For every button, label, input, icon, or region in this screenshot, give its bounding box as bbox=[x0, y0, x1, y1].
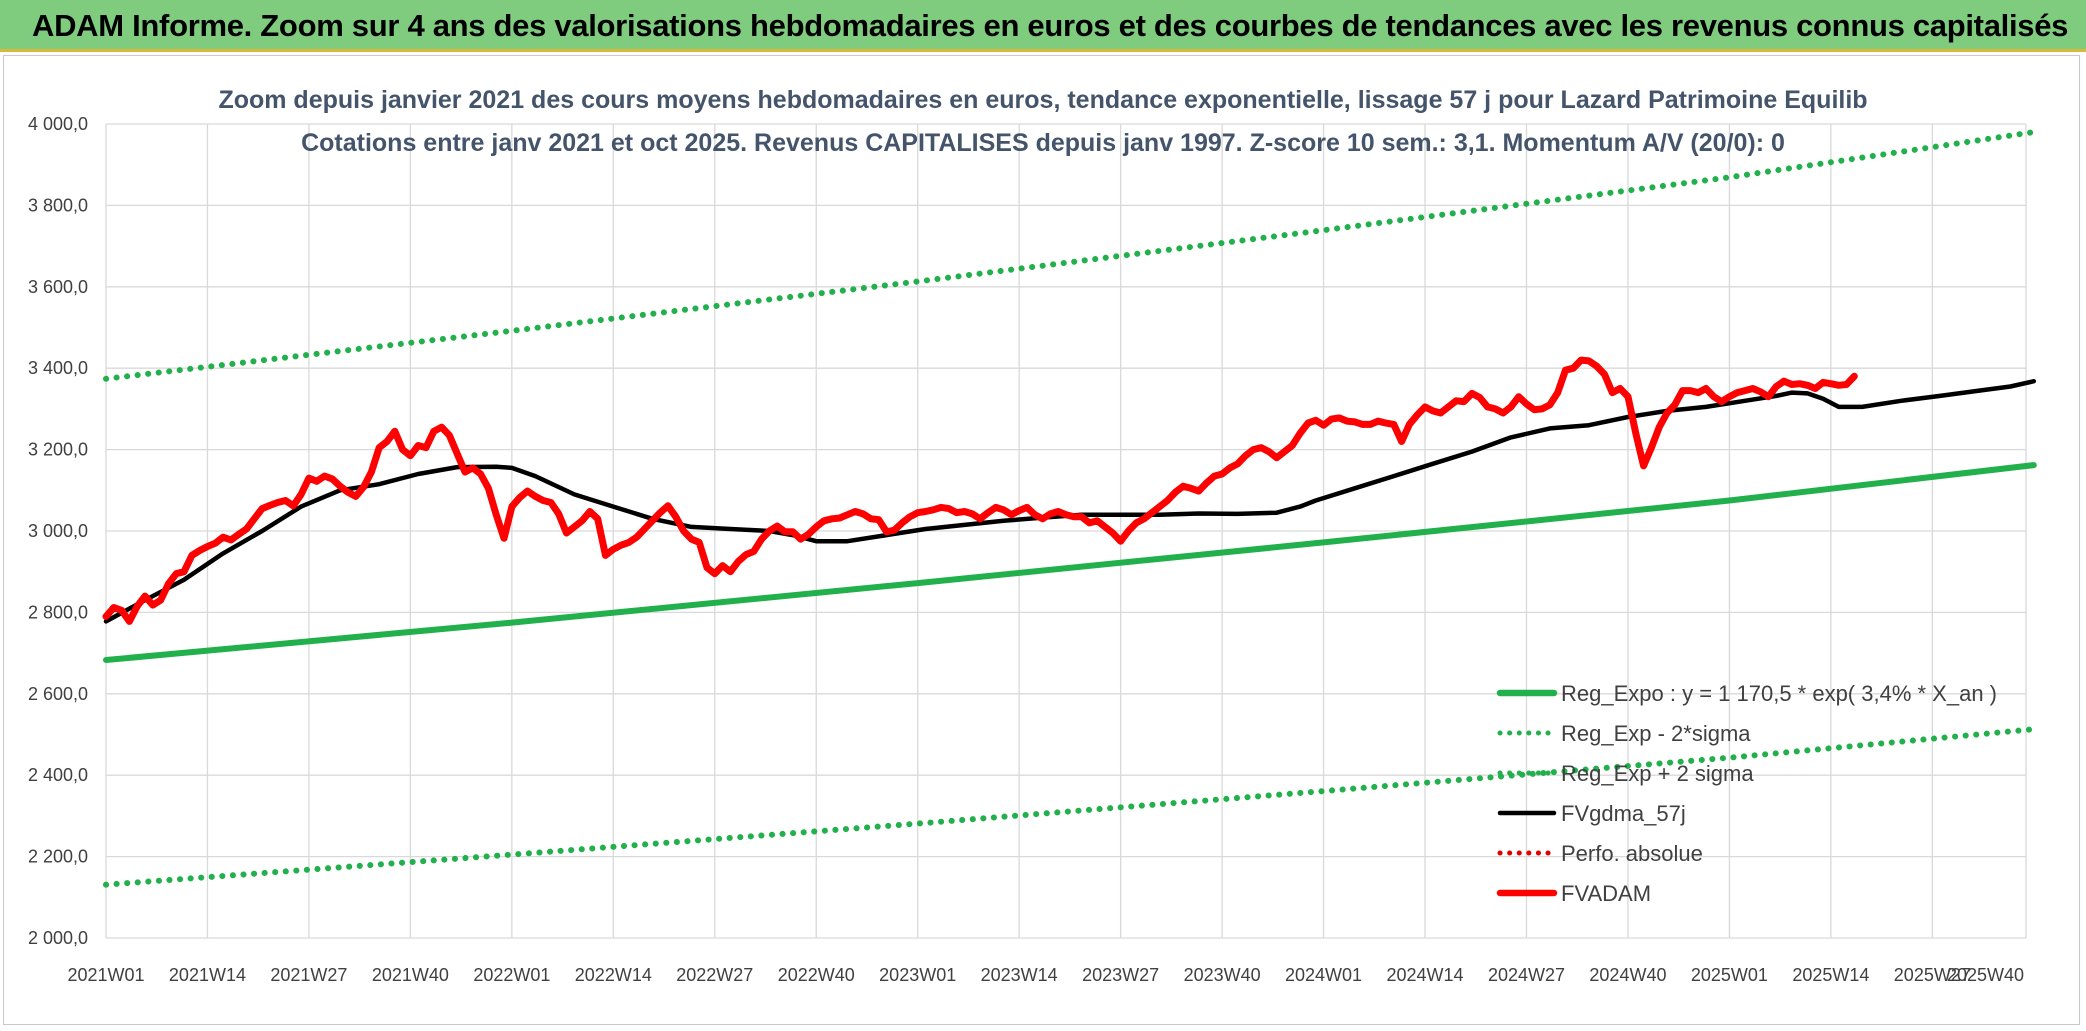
x-tick-label: 2021W27 bbox=[270, 965, 347, 985]
y-tick-label: 4 000,0 bbox=[28, 114, 88, 134]
x-tick-label: 2023W14 bbox=[981, 965, 1058, 985]
x-tick-label: 2024W40 bbox=[1589, 965, 1666, 985]
legend-label: FVgdma_57j bbox=[1561, 801, 1686, 826]
y-tick-label: 3 400,0 bbox=[28, 358, 88, 378]
chart-title-line-2: Cotations entre janv 2021 et oct 2025. R… bbox=[301, 129, 1785, 157]
y-tick-label: 3 200,0 bbox=[28, 440, 88, 460]
chart-frame bbox=[3, 55, 2080, 1025]
y-tick-label: 2 800,0 bbox=[28, 602, 88, 622]
report-title: ADAM Informe. Zoom sur 4 ans des valoris… bbox=[32, 8, 2069, 43]
chart-legend: Reg_Expo : y = 1 170,5 * exp( 3,4% * X_a… bbox=[1496, 681, 1997, 906]
chart-gridlines bbox=[105, 123, 2027, 939]
y-tick-label: 2 400,0 bbox=[28, 765, 88, 785]
chart-tick-labels: 2 000,0 2 200,0 2 400,0 2 600,0 2 800,0 3 000… bbox=[28, 114, 2024, 985]
x-tick-label: 2025W01 bbox=[1691, 965, 1768, 985]
chart-series bbox=[102, 129, 2037, 888]
chart-title-line-1: Zoom depuis janvier 2021 des cours moyen… bbox=[218, 86, 1867, 114]
y-tick-label: 2 600,0 bbox=[28, 684, 88, 704]
legend-label: Reg_Expo : y = 1 170,5 * exp( 3,4% * X_a… bbox=[1561, 681, 1997, 706]
legend-label: Perfo. absolue bbox=[1561, 841, 1703, 866]
x-tick-label: 2025W40 bbox=[1947, 965, 2024, 985]
legend-label: FVADAM bbox=[1561, 881, 1651, 906]
x-tick-label: 2024W01 bbox=[1285, 965, 1362, 985]
x-tick-label: 2022W40 bbox=[778, 965, 855, 985]
x-tick-label: 2022W14 bbox=[575, 965, 652, 985]
x-tick-label: 2022W01 bbox=[473, 965, 550, 985]
x-tick-label: 2022W27 bbox=[676, 965, 753, 985]
legend-label: Reg_Exp + 2 sigma bbox=[1561, 761, 1754, 786]
y-tick-label: 3 800,0 bbox=[28, 195, 88, 215]
y-tick-label: 2 000,0 bbox=[28, 928, 88, 948]
x-tick-label: 2024W14 bbox=[1386, 965, 1463, 985]
x-tick-label: 2025W14 bbox=[1792, 965, 1869, 985]
x-tick-label: 2021W40 bbox=[372, 965, 449, 985]
series-line-reg-exp-2-sigma bbox=[103, 129, 2037, 382]
x-tick-label: 2023W27 bbox=[1082, 965, 1159, 985]
legend-label: Reg_Exp - 2*sigma bbox=[1561, 721, 1751, 746]
x-tick-label: 2023W01 bbox=[879, 965, 956, 985]
y-tick-label: 3 600,0 bbox=[28, 277, 88, 297]
x-tick-label: 2025W27 bbox=[1894, 965, 1971, 985]
series-line-fvadam bbox=[102, 356, 1858, 625]
y-tick-label: 2 200,0 bbox=[28, 847, 88, 867]
x-tick-label: 2023W40 bbox=[1184, 965, 1261, 985]
x-tick-label: 2021W14 bbox=[169, 965, 246, 985]
x-tick-label: 2021W01 bbox=[67, 965, 144, 985]
x-tick-label: 2024W27 bbox=[1488, 965, 1565, 985]
series-line-reg-expo bbox=[103, 462, 2037, 663]
y-tick-label: 3 000,0 bbox=[28, 521, 88, 541]
series-line-reg-exp-2-sigma bbox=[103, 726, 2037, 888]
report-banner: ADAM Informe. Zoom sur 4 ans des valoris… bbox=[0, 0, 2086, 52]
